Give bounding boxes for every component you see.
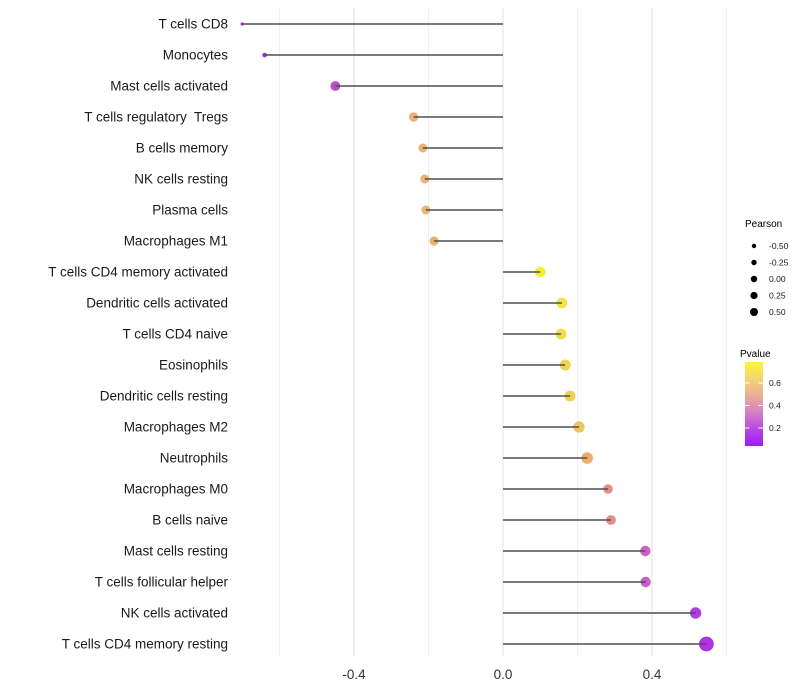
- color-legend-title: Pvalue: [740, 349, 771, 360]
- y-axis-label: T cells CD4 memory resting: [62, 637, 228, 652]
- size-legend-dot: [750, 291, 758, 300]
- x-axis-tick-label: 0.0: [494, 667, 513, 682]
- y-axis-label: Macrophages M1: [124, 234, 228, 249]
- color-legend-label: 0.6: [769, 378, 781, 388]
- y-axis-label: Dendritic cells resting: [100, 389, 228, 404]
- size-legend-dot: [750, 308, 758, 316]
- size-legend-label: 0.25: [769, 291, 786, 301]
- y-axis-label: T cells CD8: [158, 17, 228, 32]
- size-legend-dot: [751, 259, 757, 266]
- size-legend-label: -0.25: [769, 258, 789, 268]
- y-axis-label: NK cells activated: [121, 606, 228, 621]
- y-axis-label: T cells CD4 naive: [122, 327, 228, 342]
- y-axis-label: NK cells resting: [134, 172, 228, 187]
- size-legend-dot: [751, 243, 757, 249]
- y-axis-label: Monocytes: [163, 48, 229, 63]
- y-axis-label: T cells regulatory Tregs: [84, 110, 228, 125]
- color-legend-label: 0.2: [769, 423, 781, 433]
- size-legend-dot: [750, 275, 758, 283]
- data-point: [408, 112, 419, 122]
- y-axis-label: Macrophages M0: [124, 482, 228, 497]
- y-axis-label: Eosinophils: [159, 358, 228, 373]
- y-axis-label: T cells follicular helper: [95, 575, 229, 590]
- y-axis-label: Macrophages M2: [124, 420, 228, 435]
- size-legend-label: 0.00: [769, 274, 786, 284]
- size-legend-label: 0.50: [769, 307, 786, 317]
- pvalue-colorbar: [745, 362, 763, 446]
- color-legend-label: 0.4: [769, 401, 781, 411]
- y-axis-label: Dendritic cells activated: [86, 296, 228, 311]
- y-axis-label: Plasma cells: [152, 203, 228, 218]
- y-axis-label: Mast cells resting: [124, 544, 228, 559]
- x-axis-tick-label: 0.4: [643, 667, 662, 682]
- y-axis-label: B cells naive: [152, 513, 228, 528]
- y-axis-label: B cells memory: [136, 141, 229, 156]
- x-axis-tick-label: -0.4: [342, 667, 366, 682]
- size-legend-label: -0.50: [769, 241, 789, 251]
- y-axis-label: T cells CD4 memory activated: [48, 265, 228, 280]
- size-legend-title: Pearson: [745, 219, 782, 230]
- y-axis-label: Neutrophils: [160, 451, 229, 466]
- y-axis-label: Mast cells activated: [110, 79, 228, 94]
